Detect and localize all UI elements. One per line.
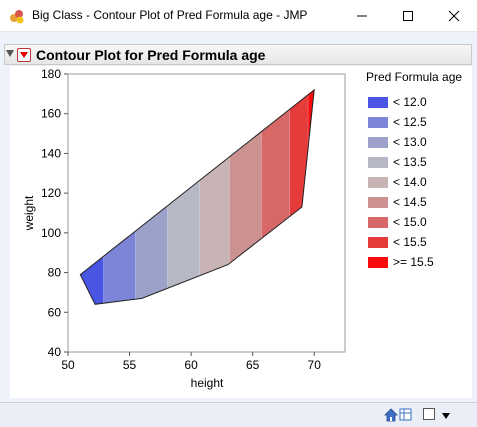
legend-swatch bbox=[368, 176, 388, 188]
legend-swatch bbox=[368, 156, 388, 168]
legend-label: < 13.0 bbox=[393, 135, 427, 149]
x-axis-label: height bbox=[191, 376, 224, 390]
legend-swatch bbox=[368, 216, 388, 228]
legend-swatch bbox=[368, 96, 388, 108]
close-button[interactable] bbox=[431, 0, 477, 31]
status-bar bbox=[0, 402, 477, 427]
legend-item[interactable]: < 12.5 bbox=[368, 114, 427, 130]
legend-label: < 13.5 bbox=[393, 155, 427, 169]
outline-header bbox=[4, 44, 472, 65]
legend-label: < 14.0 bbox=[393, 175, 427, 189]
y-tick-label: 140 bbox=[41, 146, 61, 160]
disclosure-triangle-icon[interactable] bbox=[6, 50, 14, 57]
y-tick-label: 120 bbox=[41, 186, 61, 200]
legend-label: >= 15.5 bbox=[393, 255, 434, 269]
legend-item[interactable]: >= 15.5 bbox=[368, 254, 434, 270]
y-tick-label: 80 bbox=[48, 266, 62, 280]
maximize-button[interactable] bbox=[385, 0, 431, 31]
legend-label: < 14.5 bbox=[393, 195, 427, 209]
y-tick-label: 60 bbox=[48, 305, 62, 319]
legend-item[interactable]: < 14.5 bbox=[368, 194, 427, 210]
minimize-icon bbox=[357, 15, 367, 16]
legend-swatch bbox=[368, 256, 388, 268]
legend-item[interactable]: < 14.0 bbox=[368, 174, 427, 190]
outline-title[interactable]: Contour Plot for Pred Formula age bbox=[36, 47, 266, 63]
jmp-app-icon bbox=[10, 10, 24, 24]
legend-swatch bbox=[368, 116, 388, 128]
x-tick-label: 70 bbox=[308, 358, 322, 372]
y-tick-label: 100 bbox=[41, 226, 61, 240]
legend-swatch bbox=[368, 196, 388, 208]
y-tick-label: 40 bbox=[48, 345, 62, 359]
legend-item[interactable]: < 12.0 bbox=[368, 94, 427, 110]
close-icon bbox=[448, 10, 460, 21]
y-axis: 40 60 80 100 120 140 160 180 bbox=[41, 67, 68, 359]
legend-label: < 15.5 bbox=[393, 235, 427, 249]
data-hull-outline bbox=[79, 88, 315, 305]
y-tick-label: 160 bbox=[41, 107, 61, 121]
window-list-dropdown-icon[interactable] bbox=[442, 413, 450, 419]
x-tick-label: 65 bbox=[246, 358, 260, 372]
legend-label: < 15.0 bbox=[393, 215, 427, 229]
maximize-icon bbox=[403, 10, 413, 21]
legend-swatch bbox=[368, 236, 388, 248]
title-bar: Big Class - Contour Plot of Pred Formula… bbox=[0, 0, 477, 32]
legend-item[interactable]: < 15.0 bbox=[368, 214, 427, 230]
legend-item[interactable]: < 13.0 bbox=[368, 134, 427, 150]
red-triangle-menu-icon[interactable] bbox=[17, 48, 31, 62]
window-list-box[interactable] bbox=[423, 408, 435, 420]
legend-item[interactable]: < 13.5 bbox=[368, 154, 427, 170]
x-tick-label: 50 bbox=[61, 358, 75, 372]
minimize-button[interactable] bbox=[339, 0, 385, 31]
table-icon[interactable] bbox=[399, 407, 413, 423]
x-axis: 50 55 60 65 70 bbox=[61, 352, 321, 372]
legend-label: < 12.0 bbox=[393, 95, 427, 109]
window-title: Big Class - Contour Plot of Pred Formula… bbox=[32, 8, 308, 22]
x-tick-label: 55 bbox=[123, 358, 137, 372]
legend-swatch bbox=[368, 136, 388, 148]
y-tick-label: 180 bbox=[41, 67, 61, 81]
y-axis-label: weight bbox=[22, 195, 36, 231]
legend-title: Pred Formula age bbox=[366, 70, 463, 84]
legend-item[interactable]: < 15.5 bbox=[368, 234, 427, 250]
legend-label: < 12.5 bbox=[393, 115, 427, 129]
home-icon[interactable] bbox=[383, 407, 399, 423]
x-tick-label: 60 bbox=[184, 358, 198, 372]
